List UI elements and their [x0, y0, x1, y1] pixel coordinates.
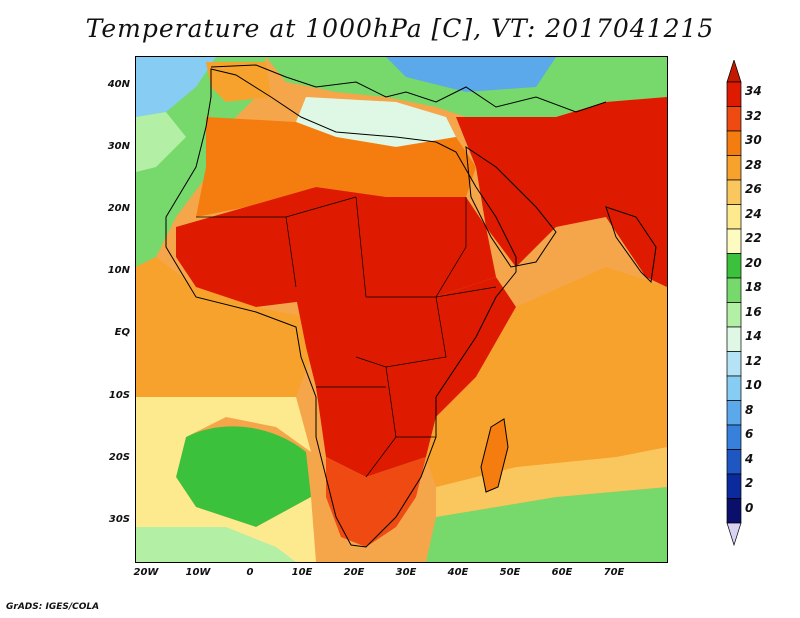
colorbar-label: 20 [745, 255, 762, 270]
atlantic-cold-patch [136, 57, 216, 117]
chart-title: Temperature at 1000hPa [C], VT: 20170412… [85, 14, 715, 43]
colorbar-segment [726, 253, 742, 279]
colorbar-label: 6 [745, 427, 754, 441]
colorbar-label: 16 [745, 304, 762, 319]
colorbar-segment [726, 130, 742, 156]
europe-cold [386, 57, 556, 92]
colorbar-label: 2 [745, 476, 754, 490]
colorbar-bottom-arrow [726, 522, 742, 547]
mediterranean [296, 97, 456, 147]
credit-text: GrADS: IGES/COLA [6, 602, 100, 612]
colorbar-segment [726, 302, 742, 328]
lon-label-70e: 70E [603, 567, 625, 578]
lon-label-50e: 50E [499, 567, 521, 578]
colorbar-label: 18 [745, 280, 762, 294]
lon-label-10w: 10W [185, 567, 211, 578]
south-atlantic-green [176, 426, 311, 527]
southern-indian-yellow [436, 447, 667, 517]
colorbar-segment [726, 449, 742, 475]
colorbar-segment [726, 424, 742, 450]
southern-indian-green [426, 487, 667, 562]
colorbar-segment [726, 277, 742, 303]
south-atlantic-lightgreen [136, 397, 316, 562]
madagascar [480, 418, 509, 493]
colorbar-segment [726, 204, 742, 230]
colorbar-segments [726, 60, 742, 547]
india-coastline [605, 206, 657, 284]
colorbar-segment [726, 155, 742, 181]
colorbar-segment [726, 326, 742, 352]
lat-label-10s: 10S [108, 390, 130, 401]
colorbar-segment [726, 228, 742, 254]
south-atlantic-blue [136, 527, 296, 562]
lat-label-20s: 20S [108, 452, 130, 463]
colorbar-label: 24 [745, 206, 762, 221]
colorbar-label: 26 [745, 182, 762, 196]
colorbar-segment [726, 179, 742, 205]
colorbar-label: 30 [745, 133, 762, 147]
colorbar-segment [726, 106, 742, 132]
southern-africa-hot [326, 457, 426, 547]
lat-label-30n: 30N [107, 141, 130, 152]
arabia-coastline [465, 145, 557, 268]
colorbar [726, 60, 742, 547]
lon-label-0: 0 [246, 567, 254, 578]
lat-label-eq: EQ [114, 327, 130, 338]
lat-label-30s: 30S [108, 514, 130, 525]
lon-label-20e: 20E [343, 567, 365, 578]
colorbar-label: 12 [745, 353, 762, 368]
colorbar-top-arrow [726, 60, 742, 83]
lat-label-10n: 10N [107, 265, 130, 276]
colorbar-segment [726, 81, 742, 107]
colorbar-label: 34 [745, 84, 762, 98]
lon-label-60e: 60E [551, 567, 573, 578]
lon-label-40e: 40E [447, 567, 469, 578]
colorbar-label: 32 [745, 108, 762, 123]
lon-label-20w: 20W [133, 567, 159, 578]
lon-label-10e: 10E [291, 567, 313, 578]
indian-ocean-warm [426, 267, 667, 487]
middle-east-hot [456, 97, 667, 287]
europe-north [266, 57, 667, 127]
atlantic-cool-lightband [136, 112, 186, 172]
country-borders [196, 196, 497, 478]
temperature-map [135, 56, 668, 563]
colorbar-segment [726, 351, 742, 377]
north-africa-warm [196, 117, 476, 217]
colorbar-label: 0 [745, 500, 754, 515]
colorbar-segment [726, 375, 742, 401]
europe-coastline [210, 64, 607, 113]
colorbar-segment [726, 400, 742, 426]
colorbar-label: 8 [745, 402, 754, 417]
india-warm [606, 207, 667, 287]
africa-coastline [165, 68, 517, 548]
central-africa-hot [296, 277, 516, 477]
lat-label-20n: 20N [107, 203, 130, 214]
colorbar-label: 22 [745, 231, 762, 245]
colorbar-label: 4 [745, 451, 754, 466]
lat-label-40n: 40N [107, 79, 130, 90]
colorbar-label: 10 [745, 378, 762, 392]
colorbar-segment [726, 473, 742, 499]
colorbar-label: 28 [745, 157, 762, 172]
colorbar-segment [726, 498, 742, 524]
tropical-atlantic [136, 257, 311, 397]
colorbar-label: 14 [745, 329, 762, 343]
lon-label-30e: 30E [395, 567, 417, 578]
